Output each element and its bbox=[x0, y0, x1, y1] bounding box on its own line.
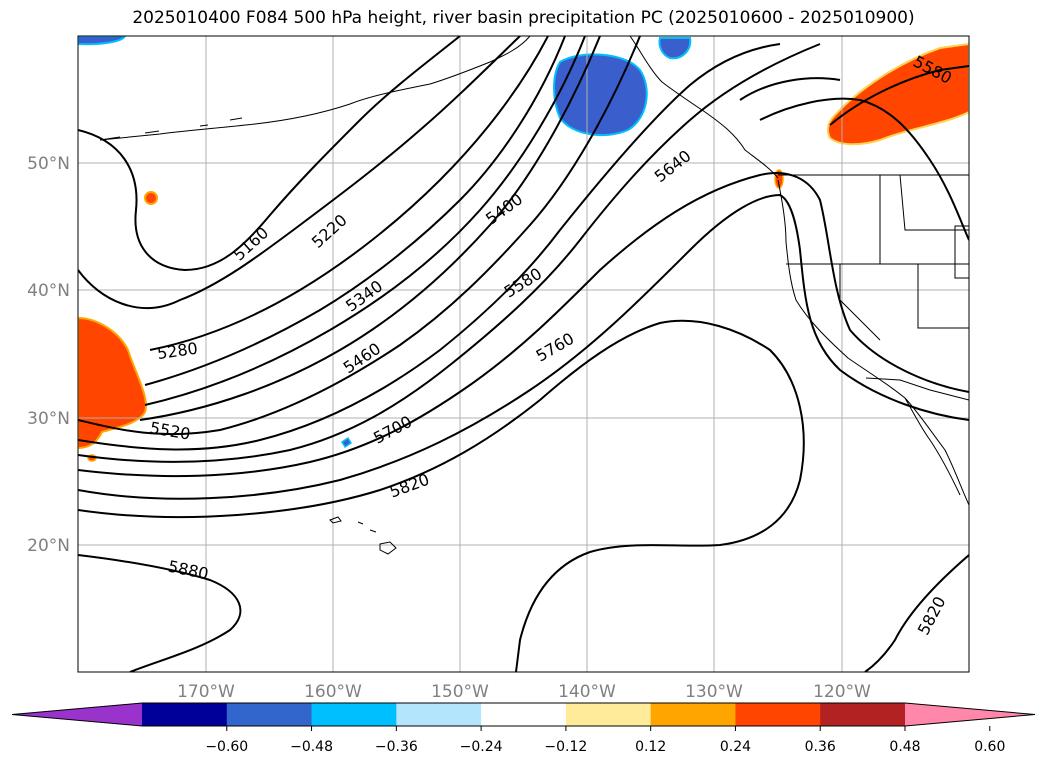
colorbar-outline bbox=[11, 702, 1036, 727]
state-border bbox=[917, 264, 969, 329]
colorbar-segment bbox=[650, 703, 736, 726]
contour-5760 bbox=[78, 193, 969, 500]
colorbar-segment bbox=[142, 703, 228, 726]
colorbar-segment bbox=[481, 703, 567, 726]
colorbar-tick-label: 0.12 bbox=[635, 739, 666, 755]
colorbar-tick-label: −0.12 bbox=[544, 739, 587, 755]
colorbar-segment bbox=[735, 703, 821, 726]
map-area bbox=[78, 36, 969, 672]
negative-precip-region bbox=[658, 37, 692, 60]
colorbar-tick-label: 0.24 bbox=[720, 739, 751, 755]
map-frame bbox=[77, 35, 970, 673]
lat-tick-label: 50°N bbox=[27, 154, 70, 174]
map-title: 2025010400 F084 500 hPa height, river ba… bbox=[132, 8, 915, 28]
contour-5580 bbox=[78, 43, 781, 451]
contour-5340 bbox=[144, 36, 566, 386]
lon-tick-labels: 170°W 160°W 150°W 140°W 130°W 120°W bbox=[177, 682, 871, 702]
contour-5880 bbox=[78, 554, 242, 672]
colorbar-extend-high bbox=[905, 703, 1035, 726]
colorbar-segment bbox=[226, 703, 313, 726]
colorbar-tick-label: −0.48 bbox=[290, 739, 333, 755]
north-america-coast bbox=[777, 179, 969, 506]
colorbar: −0.60 −0.48 −0.36 −0.24 −0.12 0.12 0.24 0.36 0.4… bbox=[11, 702, 1036, 755]
colorbar-tick-label: 0.36 bbox=[805, 739, 836, 755]
colorbar-segment bbox=[396, 703, 482, 726]
contour-5520 bbox=[78, 36, 641, 436]
state-border bbox=[899, 174, 969, 231]
colorbar-tick-label: 0.48 bbox=[889, 739, 920, 755]
lon-tick-label: 160°W bbox=[304, 682, 362, 702]
lon-tick-label: 140°W bbox=[558, 682, 616, 702]
contour-ne-1 bbox=[759, 97, 969, 241]
alaska-coast bbox=[629, 36, 779, 179]
height-contours bbox=[78, 36, 969, 672]
positive-precip-spot bbox=[144, 191, 158, 205]
baja-coast bbox=[904, 397, 961, 496]
contour-5400 bbox=[144, 36, 586, 406]
contour-5160 bbox=[78, 36, 461, 272]
positive-precip-region bbox=[78, 316, 147, 450]
coastlines bbox=[99, 36, 969, 555]
contour-5220 bbox=[78, 36, 521, 309]
negative-precip-region bbox=[553, 53, 648, 137]
contour-ne-2 bbox=[739, 77, 841, 101]
aleutian-islands bbox=[99, 117, 243, 141]
contour-5460 bbox=[139, 36, 601, 421]
lat-tick-label: 40°N bbox=[27, 281, 70, 301]
lat-tick-labels: 20°N 30°N 40°N 50°N bbox=[27, 154, 70, 556]
negative-precip-region bbox=[340, 436, 353, 449]
colorbar-segment bbox=[820, 703, 906, 726]
contour-5820 bbox=[78, 319, 805, 672]
hawaii-islands bbox=[329, 516, 397, 555]
contour-5580-ne bbox=[829, 65, 969, 126]
colorbar-tick-label: −0.60 bbox=[205, 739, 248, 755]
lon-tick-label: 120°W bbox=[813, 682, 871, 702]
colorbar-tick-label: −0.24 bbox=[460, 739, 503, 755]
colorbar-tick-label: 0.60 bbox=[974, 739, 1005, 755]
contour-5280 bbox=[149, 36, 549, 351]
lat-tick-label: 30°N bbox=[27, 409, 70, 429]
alaska-coast bbox=[99, 36, 531, 141]
contour-5640 bbox=[78, 43, 821, 463]
lon-tick-label: 150°W bbox=[431, 682, 489, 702]
lon-tick-label: 170°W bbox=[177, 682, 235, 702]
contour-5820-east bbox=[864, 554, 969, 672]
state-border bbox=[954, 225, 969, 279]
colorbar-segment bbox=[565, 703, 652, 726]
colorbar-extend-low bbox=[12, 703, 142, 726]
us-mexico-border bbox=[865, 377, 969, 401]
colorbar-segment bbox=[311, 703, 397, 726]
contour-5700 bbox=[78, 172, 969, 478]
lat-tick-label: 20°N bbox=[27, 536, 70, 556]
colorbar-tick-label: −0.36 bbox=[375, 739, 418, 755]
lon-tick-label: 130°W bbox=[685, 682, 743, 702]
